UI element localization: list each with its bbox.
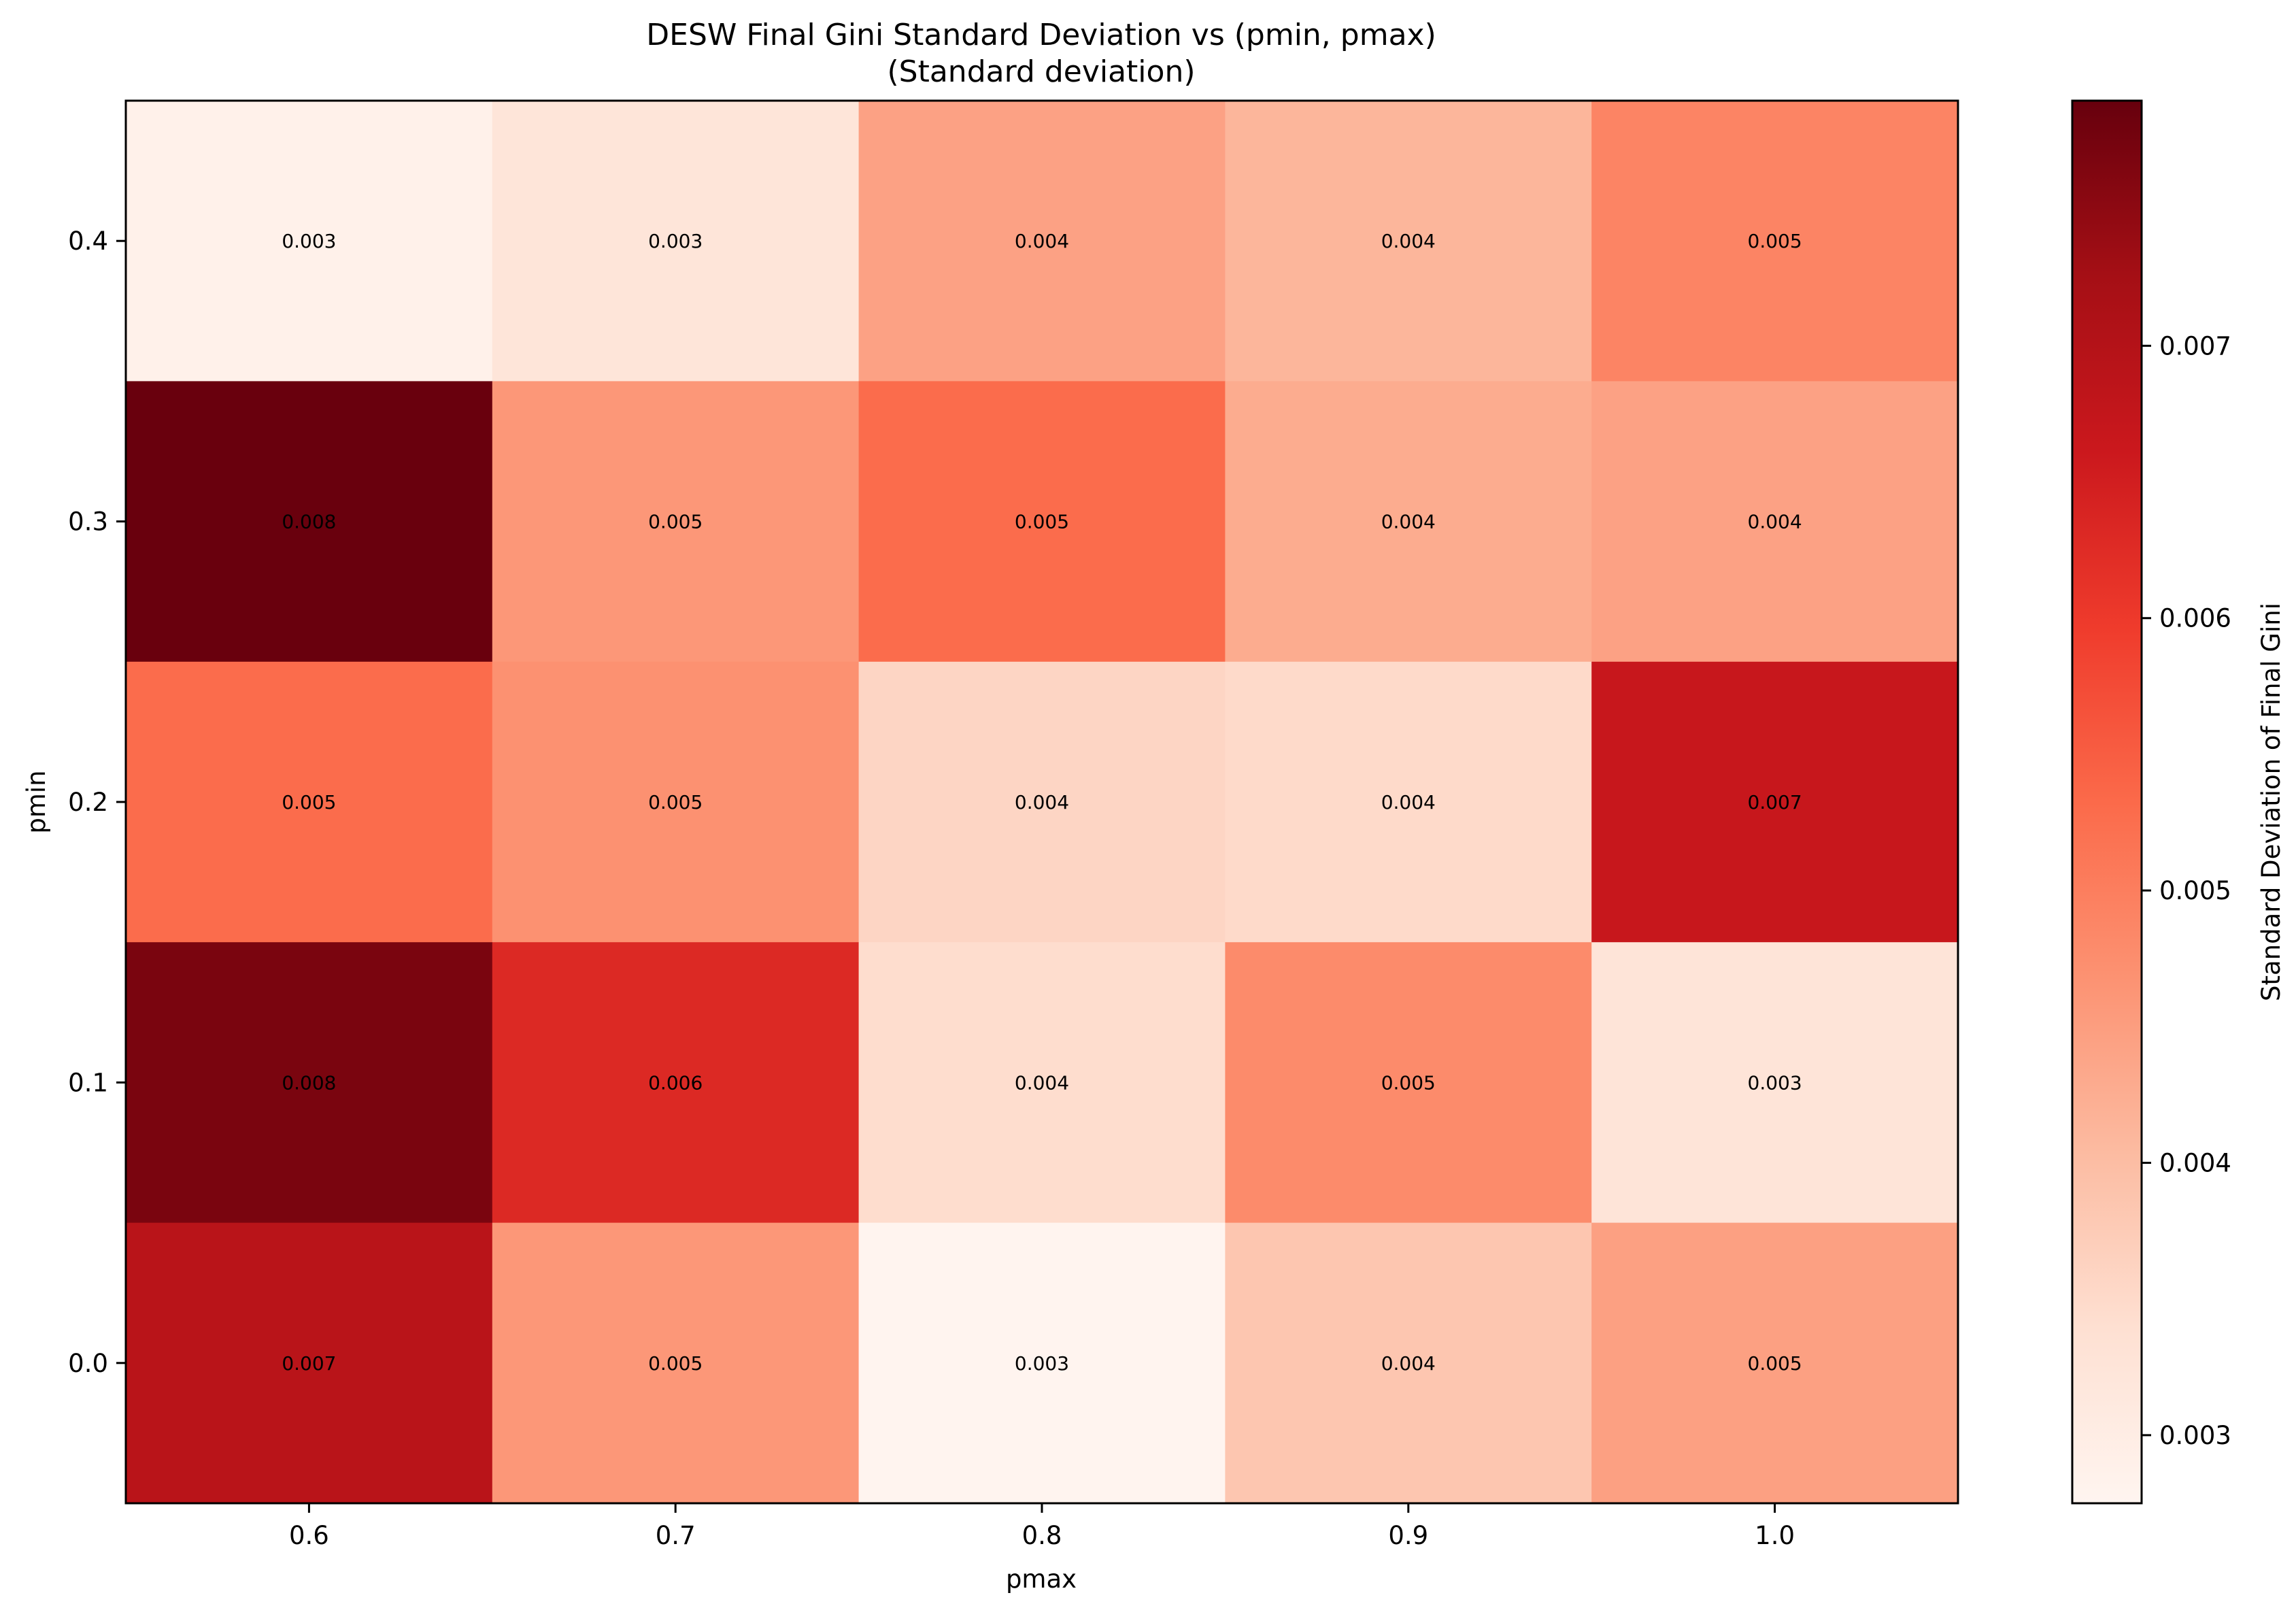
heatmap-cell bbox=[858, 942, 1226, 1224]
heatmap-cell bbox=[1591, 661, 1959, 943]
heatmap-cell-value: 0.004 bbox=[1381, 230, 1436, 252]
y-tick-label: 0.1 bbox=[68, 1068, 108, 1097]
heatmap-cell bbox=[492, 1222, 860, 1504]
colorbar-label: Standard Deviation of Final Gini bbox=[2257, 603, 2286, 1001]
y-tick-label: 0.3 bbox=[68, 507, 108, 537]
x-tick-label: 0.8 bbox=[1022, 1521, 1062, 1550]
heatmap-cell bbox=[1591, 381, 1959, 663]
heatmap-cell-labels: 0.003 0.003 0.004 0.004 0.005 0.008 0.005 0.005… bbox=[282, 230, 1802, 1375]
heatmap-cell-value: 0.005 bbox=[648, 511, 703, 533]
heatmap-cell bbox=[858, 1222, 1226, 1504]
x-tick-label: 0.7 bbox=[656, 1521, 696, 1550]
heatmap-cell-value: 0.005 bbox=[648, 1352, 703, 1375]
heatmap-cell bbox=[1591, 1222, 1959, 1504]
x-tick-label: 0.9 bbox=[1388, 1521, 1428, 1550]
x-tick-label: 1.0 bbox=[1755, 1521, 1795, 1550]
colorbar-tick-label: 0.007 bbox=[2159, 331, 2231, 361]
heatmap-cells bbox=[126, 101, 1959, 1504]
y-axis-ticks: 0.0 0.1 0.2 0.3 0.4 bbox=[68, 227, 126, 1378]
heatmap-cell bbox=[858, 101, 1226, 382]
heatmap-cell-value: 0.005 bbox=[1748, 230, 1802, 252]
heatmap-cell bbox=[126, 381, 493, 663]
heatmap-cell-value: 0.003 bbox=[1015, 1352, 1069, 1375]
heatmap-cell-value: 0.005 bbox=[282, 791, 336, 814]
x-tick-label: 0.6 bbox=[289, 1521, 329, 1550]
y-tick-label: 0.2 bbox=[68, 788, 108, 817]
heatmap-cell-value: 0.004 bbox=[1381, 511, 1436, 533]
heatmap-cell bbox=[126, 101, 493, 382]
heatmap-cell-value: 0.008 bbox=[282, 1071, 336, 1094]
y-axis-label: pmin bbox=[22, 770, 51, 833]
heatmap-cell bbox=[1225, 942, 1592, 1224]
heatmap-cell-value: 0.003 bbox=[648, 230, 703, 252]
heatmap-cell bbox=[126, 1222, 493, 1504]
y-tick-label: 0.4 bbox=[68, 227, 108, 256]
heatmap-cell bbox=[858, 381, 1226, 663]
heatmap-cell bbox=[126, 942, 493, 1224]
colorbar-tick-label: 0.005 bbox=[2159, 876, 2231, 905]
heatmap-cell bbox=[1225, 101, 1592, 382]
heatmap-cell bbox=[126, 661, 493, 943]
heatmap-cell-value: 0.008 bbox=[282, 511, 336, 533]
heatmap-cell bbox=[1591, 101, 1959, 382]
colorbar-tick-label: 0.004 bbox=[2159, 1149, 2231, 1178]
heatmap-cell-value: 0.004 bbox=[1015, 1071, 1069, 1094]
heatmap-cell-value: 0.005 bbox=[1381, 1071, 1436, 1094]
heatmap-cell-value: 0.004 bbox=[1015, 230, 1069, 252]
heatmap-cell-value: 0.005 bbox=[648, 791, 703, 814]
heatmap-cell bbox=[1225, 1222, 1592, 1504]
heatmap-cell bbox=[492, 381, 860, 663]
colorbar-tick-label: 0.006 bbox=[2159, 604, 2231, 633]
heatmap-cell bbox=[492, 101, 860, 382]
heatmap-cell-value: 0.005 bbox=[1015, 511, 1069, 533]
heatmap-cell bbox=[492, 942, 860, 1224]
heatmap-cell-value: 0.007 bbox=[1748, 791, 1802, 814]
colorbar-ticks: 0.003 0.004 0.005 0.006 0.007 bbox=[2142, 331, 2231, 1450]
heatmap-cell-value: 0.004 bbox=[1015, 791, 1069, 814]
heatmap-cell-value: 0.003 bbox=[282, 230, 336, 252]
chart-subtitle: (Standard deviation) bbox=[888, 54, 1196, 89]
heatmap-cell bbox=[492, 661, 860, 943]
heatmap-cell-value: 0.007 bbox=[282, 1352, 336, 1375]
heatmap-cell-value: 0.005 bbox=[1748, 1352, 1802, 1375]
heatmap-cell bbox=[1225, 381, 1592, 663]
chart-title: DESW Final Gini Standard Deviation vs (p… bbox=[646, 18, 1436, 52]
colorbar bbox=[2071, 99, 2143, 1505]
heatmap-cell-value: 0.004 bbox=[1748, 511, 1802, 533]
heatmap-cell-value: 0.006 bbox=[648, 1071, 703, 1094]
heatmap-cell bbox=[858, 661, 1226, 943]
y-tick-label: 0.0 bbox=[68, 1349, 108, 1378]
heatmap-cell-value: 0.004 bbox=[1381, 1352, 1436, 1375]
heatmap-cell-value: 0.003 bbox=[1748, 1071, 1802, 1094]
colorbar-tick-label: 0.003 bbox=[2159, 1421, 2231, 1450]
heatmap-cell bbox=[1225, 661, 1592, 943]
x-axis-label: pmax bbox=[1006, 1564, 1077, 1594]
heatmap-cell-value: 0.004 bbox=[1381, 791, 1436, 814]
x-axis-ticks: 0.6 0.7 0.8 0.9 1.0 bbox=[289, 1503, 1795, 1550]
heatmap-cell bbox=[1591, 942, 1959, 1224]
